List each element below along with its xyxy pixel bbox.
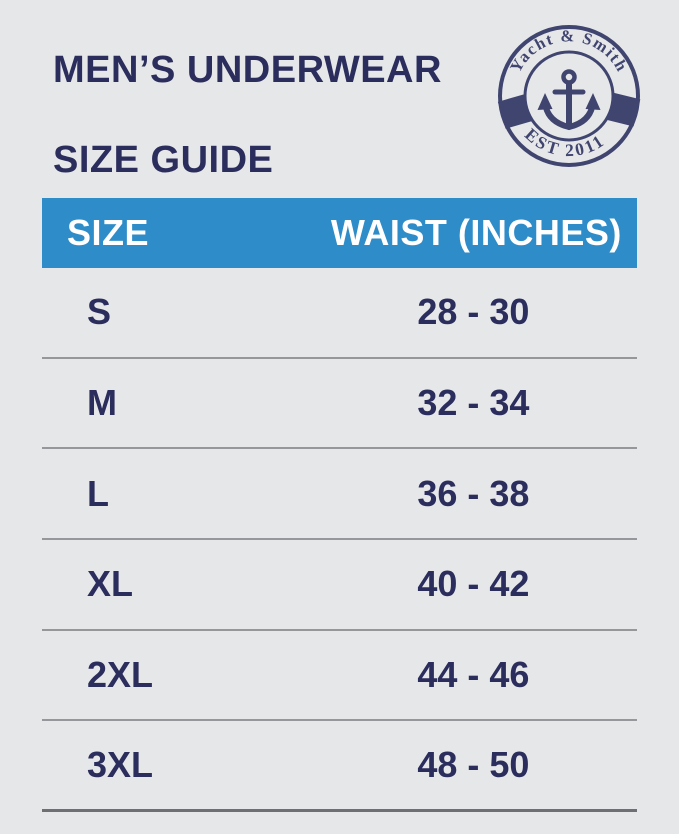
waist-column-header: WAIST (INCHES) (330, 212, 622, 253)
waist-cell: 40 - 42 (417, 563, 530, 605)
stamp-outer-ring (498, 25, 640, 167)
waist-cell: 32 - 34 (417, 382, 530, 424)
size-column-header: SIZE (67, 212, 150, 253)
waist-cell: 48 - 50 (417, 744, 530, 786)
size-cell: S (87, 291, 112, 333)
table-row-m: M 32 - 34 (42, 359, 637, 450)
table-row-xl: XL 40 - 42 (42, 540, 637, 631)
waist-cell: 44 - 46 (417, 654, 530, 696)
table-row-s: S 28 - 30 (42, 268, 637, 359)
waist-cell: 28 - 30 (417, 291, 530, 333)
stamp-inner-ring (523, 50, 615, 142)
table-header-row: SIZE WAIST (INCHES) (42, 198, 637, 268)
lifebuoy-patch-left (497, 94, 532, 129)
table-row-3xl: 3XL 48 - 50 (42, 721, 637, 813)
size-cell: 2XL (87, 654, 154, 696)
size-table: SIZE WAIST (INCHES) S 28 - 30 M 32 - 34 … (42, 198, 637, 813)
page-title-line1: MEN’S UNDERWEAR (53, 49, 442, 91)
table-row-2xl: 2XL 44 - 46 (42, 631, 637, 722)
page-title-line2: SIZE GUIDE (53, 139, 274, 181)
waist-cell: 36 - 38 (417, 472, 530, 514)
table-row-l: L 36 - 38 (42, 449, 637, 541)
size-cell: 3XL (87, 744, 154, 786)
page-title: MEN’S UNDERWEAR SIZE GUIDE (53, 48, 442, 183)
size-cell: L (87, 472, 109, 514)
size-cell: M (87, 382, 117, 424)
brand-logo: Yacht & Smith EST 2011 (497, 25, 641, 167)
lifebuoy-patch-right (607, 92, 641, 127)
size-cell: XL (87, 563, 134, 605)
anchor-icon (537, 69, 601, 131)
